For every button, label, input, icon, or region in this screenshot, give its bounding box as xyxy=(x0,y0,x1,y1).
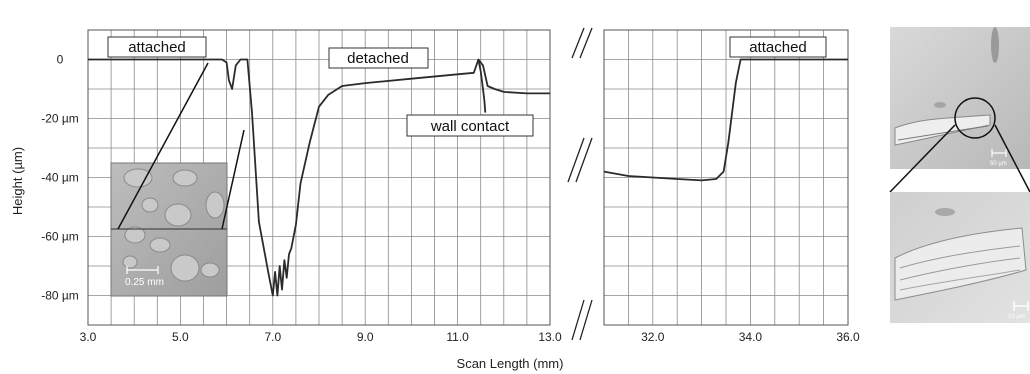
photo-bottom-scale-label: 10 µm xyxy=(1008,314,1025,320)
y-tick-label: -80 µm xyxy=(41,289,79,303)
photo-top-highlight-circle xyxy=(954,97,996,139)
y-axis-title: Height (µm) xyxy=(10,147,25,215)
inset-scale-bar xyxy=(126,266,159,274)
annotation-detached: detached xyxy=(328,47,429,69)
photo-bottom: 10 µm xyxy=(890,192,1030,323)
y-tick-label: -20 µm xyxy=(41,112,79,126)
x-tick-label: 13.0 xyxy=(538,330,562,344)
profile-line xyxy=(477,59,487,113)
x-tick-label: 36.0 xyxy=(836,330,860,344)
photo-top: 50 µm xyxy=(890,27,1030,169)
y-tick-label: 0 xyxy=(57,53,64,67)
x-tick-label: 3.0 xyxy=(80,330,97,344)
y-tick-label: -60 µm xyxy=(41,230,79,244)
annotation-attached-left: attached xyxy=(107,36,207,58)
inset-connector-right xyxy=(221,129,245,230)
photo-top-scale-label: 50 µm xyxy=(990,161,1007,167)
annotation-attached-right: attached xyxy=(729,36,827,58)
panel-frame xyxy=(603,29,849,326)
inset-micrograph: 0.25 mm xyxy=(110,162,228,297)
axis-break-bottom xyxy=(571,299,593,341)
x-tick-label: 34.0 xyxy=(739,330,763,344)
photo-bottom-scale-bar xyxy=(1013,301,1029,311)
x-tick-label: 32.0 xyxy=(641,330,665,344)
grid-right-panel xyxy=(603,29,849,326)
axis-break-middle xyxy=(567,137,593,183)
annotation-attached-right-text: attached xyxy=(749,39,807,56)
photo-connector-right xyxy=(994,124,1030,193)
annotation-wall-contact: wall contact xyxy=(406,114,534,137)
x-tick-label: 7.0 xyxy=(264,330,281,344)
annotation-detached-text: detached xyxy=(347,50,409,67)
x-axis-title: Scan Length (mm) xyxy=(457,356,564,371)
x-tick-label: 11.0 xyxy=(446,330,469,344)
series-layer xyxy=(88,58,848,297)
inset-connector-left xyxy=(117,62,209,230)
annotation-attached-left-text: attached xyxy=(128,39,186,56)
annotation-wall-contact-text: wall contact xyxy=(430,118,510,135)
photo-connector-left xyxy=(889,124,956,193)
photo-top-scale-bar xyxy=(991,149,1007,157)
profile-line xyxy=(603,58,848,182)
panel-frame xyxy=(87,29,551,326)
x-tick-label: 9.0 xyxy=(357,330,374,344)
x-tick-label: 5.0 xyxy=(172,330,189,344)
inset-scale-label: 0.25 mm xyxy=(125,277,164,288)
axis-break-top xyxy=(571,27,593,59)
y-tick-label: -40 µm xyxy=(41,171,79,185)
tick-layer: 3.0 5.0 7.0 9.0 11.0 13.0 32.0 34.0 36.0 0 -20 µm -… xyxy=(41,53,860,345)
